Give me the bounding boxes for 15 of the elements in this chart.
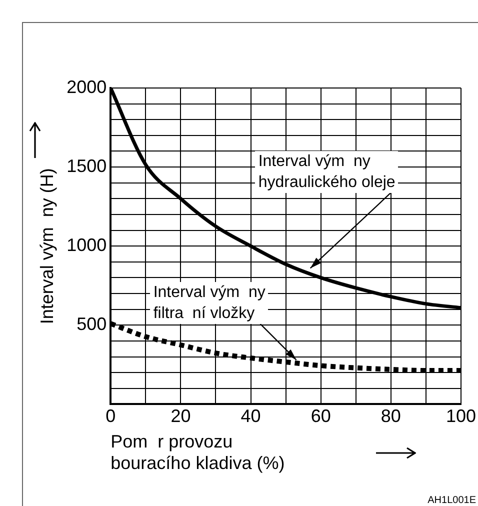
y-tick-label: 500	[76, 314, 107, 334]
y-tick-label: 2000	[66, 76, 107, 97]
x-tick-label: 40	[240, 406, 261, 426]
y-tick-label: 1500	[66, 156, 107, 176]
x-tick-label: 80	[380, 406, 401, 426]
y-axis-title: Interval vým ny (H)	[36, 168, 57, 324]
annotation: Interval vým ny filtra ní vložky	[150, 282, 268, 324]
x-tick-label: 100	[446, 406, 476, 426]
x-tick-label: 0	[106, 406, 116, 426]
x-axis-title: Pom r provozu bouracího kladiva (%)	[110, 432, 285, 474]
y-tick-label: 1000	[66, 235, 107, 256]
x-tick-label: 20	[170, 406, 191, 426]
x-tick-label: 60	[310, 406, 331, 426]
annotation: Interval vým ny hydraulického oleje	[255, 151, 398, 194]
text: AH1L001E	[428, 494, 476, 506]
